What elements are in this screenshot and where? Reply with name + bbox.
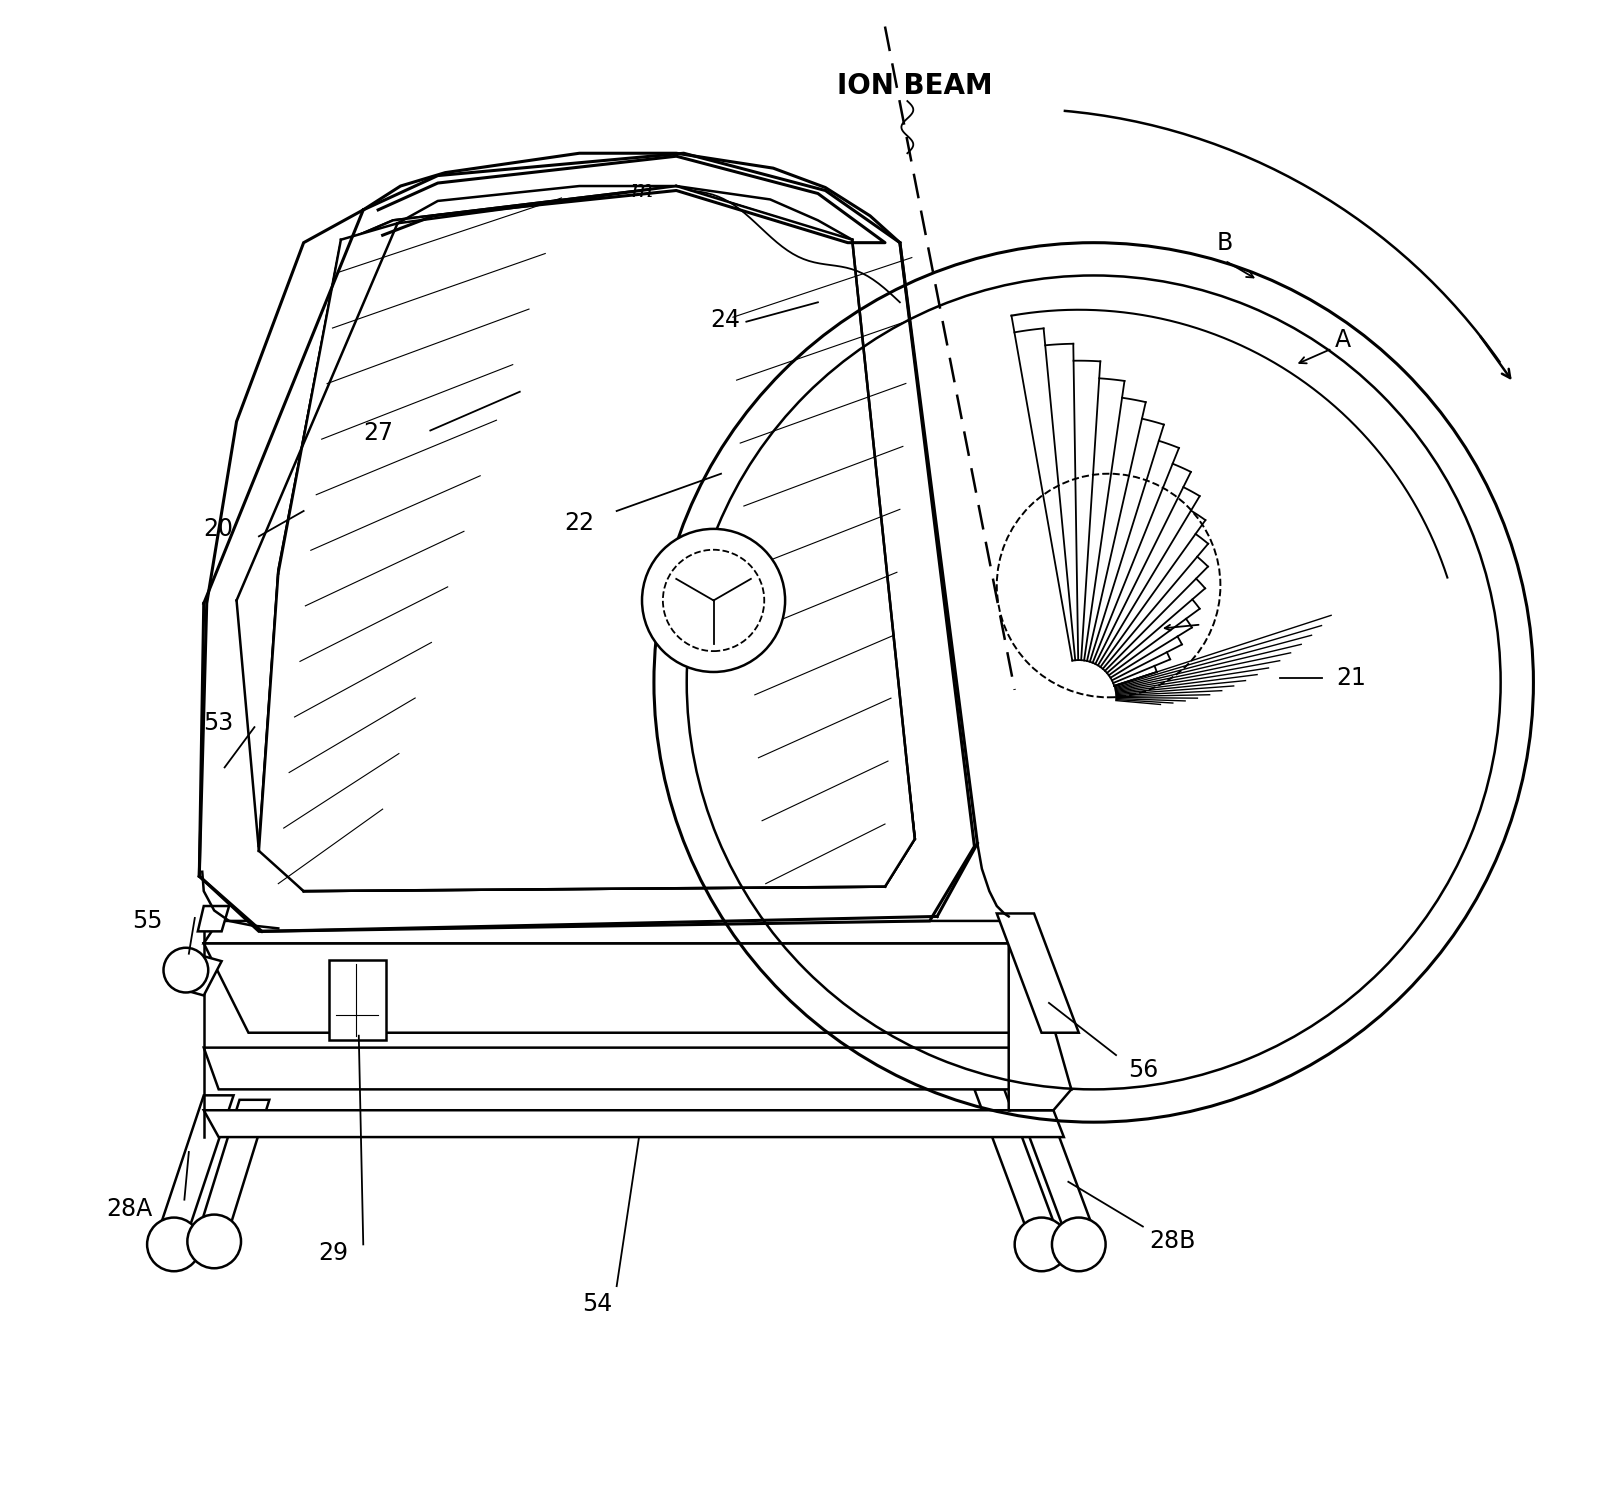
Text: 22: 22 bbox=[563, 511, 594, 535]
Circle shape bbox=[188, 1214, 241, 1268]
Text: m: m bbox=[631, 178, 653, 202]
FancyBboxPatch shape bbox=[329, 959, 385, 1040]
Polygon shape bbox=[258, 186, 915, 890]
Polygon shape bbox=[258, 186, 915, 890]
Text: 54: 54 bbox=[581, 1292, 612, 1316]
Text: 28A: 28A bbox=[106, 1196, 152, 1220]
Text: 20: 20 bbox=[204, 517, 233, 541]
Circle shape bbox=[1014, 1217, 1067, 1271]
Polygon shape bbox=[204, 920, 1022, 943]
Text: 29: 29 bbox=[318, 1241, 348, 1265]
Polygon shape bbox=[159, 1096, 233, 1229]
Polygon shape bbox=[997, 913, 1079, 1033]
Text: 55: 55 bbox=[132, 908, 162, 932]
Polygon shape bbox=[204, 943, 1053, 1033]
Polygon shape bbox=[197, 905, 230, 931]
Text: ION BEAM: ION BEAM bbox=[836, 72, 992, 100]
Text: 56: 56 bbox=[1127, 1058, 1157, 1082]
Circle shape bbox=[164, 947, 209, 992]
Text: 21: 21 bbox=[1335, 666, 1366, 690]
Circle shape bbox=[148, 1217, 201, 1271]
Polygon shape bbox=[1008, 920, 1071, 1111]
Text: 53: 53 bbox=[204, 711, 234, 735]
Text: 24: 24 bbox=[709, 309, 740, 333]
Text: A: A bbox=[1334, 328, 1350, 352]
Polygon shape bbox=[204, 1111, 1063, 1138]
Polygon shape bbox=[199, 153, 974, 931]
Text: 28B: 28B bbox=[1149, 1229, 1196, 1253]
Polygon shape bbox=[177, 953, 221, 995]
Circle shape bbox=[653, 243, 1533, 1123]
Text: B: B bbox=[1217, 231, 1233, 255]
Polygon shape bbox=[199, 1100, 270, 1229]
Polygon shape bbox=[204, 1048, 1071, 1090]
Polygon shape bbox=[974, 1090, 1056, 1229]
Circle shape bbox=[1051, 1217, 1104, 1271]
Polygon shape bbox=[1011, 1090, 1093, 1229]
Circle shape bbox=[642, 529, 785, 672]
Polygon shape bbox=[258, 186, 915, 890]
Text: 27: 27 bbox=[363, 421, 393, 445]
